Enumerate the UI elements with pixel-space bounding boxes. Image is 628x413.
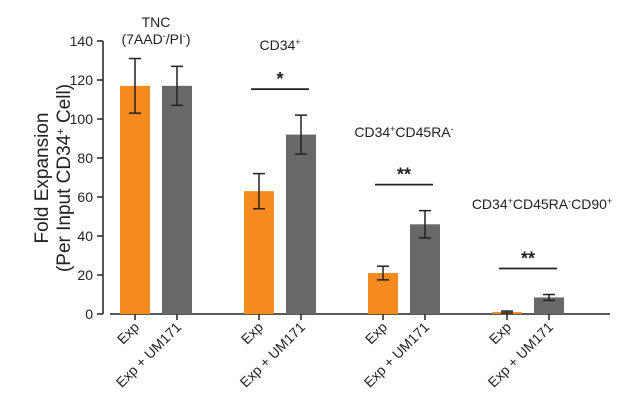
y-axis-label-line1: Fold Expansion bbox=[32, 113, 53, 244]
x-category-label: Exp bbox=[238, 319, 267, 348]
x-category-label: Exp bbox=[114, 319, 143, 348]
y-tick-label: 20 bbox=[77, 267, 93, 283]
y-axis-label-line2: (Per Input CD34+ Cell) bbox=[54, 84, 75, 272]
group-label: CD34+CD45RA- bbox=[354, 124, 453, 140]
y-tick-label: 120 bbox=[70, 72, 94, 88]
bar-exp bbox=[120, 85, 150, 314]
significance-marker: ** bbox=[521, 249, 535, 269]
group-label: CD34+CD45RA-CD90+ bbox=[472, 196, 612, 212]
bar-exp bbox=[244, 191, 274, 314]
bar-exp-um171 bbox=[410, 224, 440, 314]
bar-exp-um171 bbox=[534, 297, 564, 314]
y-tick-label: 100 bbox=[70, 111, 94, 127]
bar-exp-um171 bbox=[286, 134, 316, 314]
group-label: (7AAD-/PI-) bbox=[121, 31, 190, 47]
group-label: CD34+ bbox=[259, 37, 300, 53]
x-category-label: Exp bbox=[486, 319, 515, 348]
x-category-label: Exp bbox=[362, 319, 391, 348]
y-tick-label: 140 bbox=[70, 33, 94, 49]
group-label: TNC bbox=[142, 14, 171, 30]
y-tick-label: 60 bbox=[77, 189, 93, 205]
bar-exp-um171 bbox=[162, 85, 192, 314]
y-tick-label: 40 bbox=[77, 228, 93, 244]
y-tick-label: 80 bbox=[77, 150, 93, 166]
significance-marker: * bbox=[276, 69, 283, 89]
significance-marker: ** bbox=[397, 165, 411, 185]
y-tick-label: 0 bbox=[85, 306, 93, 322]
